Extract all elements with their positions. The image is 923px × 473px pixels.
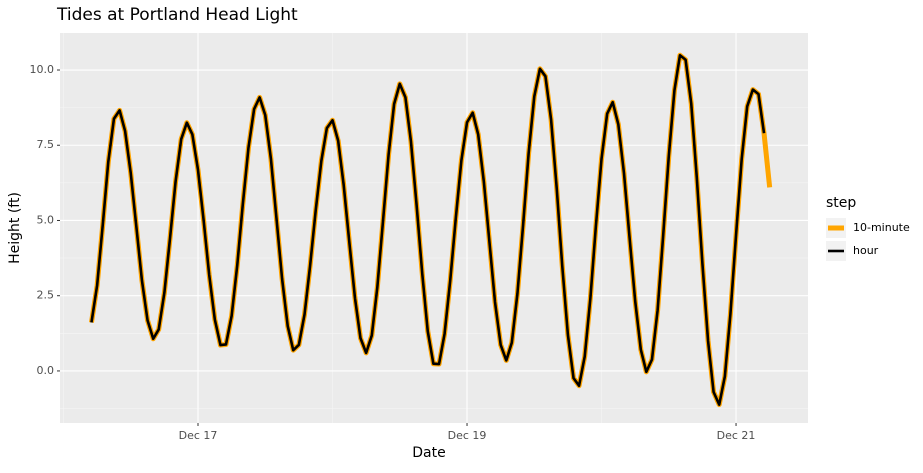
y-tick-label: 7.5 [37,138,55,151]
grid [60,33,808,423]
x-axis-label: Date [412,445,445,461]
y-tick-label: 2.5 [37,289,55,302]
y-tick-label: 5.0 [37,213,55,226]
chart-title: Tides at Portland Head Light [56,5,298,25]
series-line [90,53,766,406]
y-tick-label: 10.0 [30,63,55,76]
x-tick-label: Dec 19 [448,429,487,442]
y-axis-label: Height (ft) [7,192,23,264]
legend-label: 10-minute [853,221,910,234]
legend-label: hour [853,244,879,257]
legend: 10-minute hour [826,218,910,261]
lines [88,52,773,408]
y-tick-label: 0.0 [37,364,55,377]
x-tick-label: Dec 21 [717,429,756,442]
legend-title: step [826,195,856,211]
x-tick-label: Dec 17 [179,429,218,442]
